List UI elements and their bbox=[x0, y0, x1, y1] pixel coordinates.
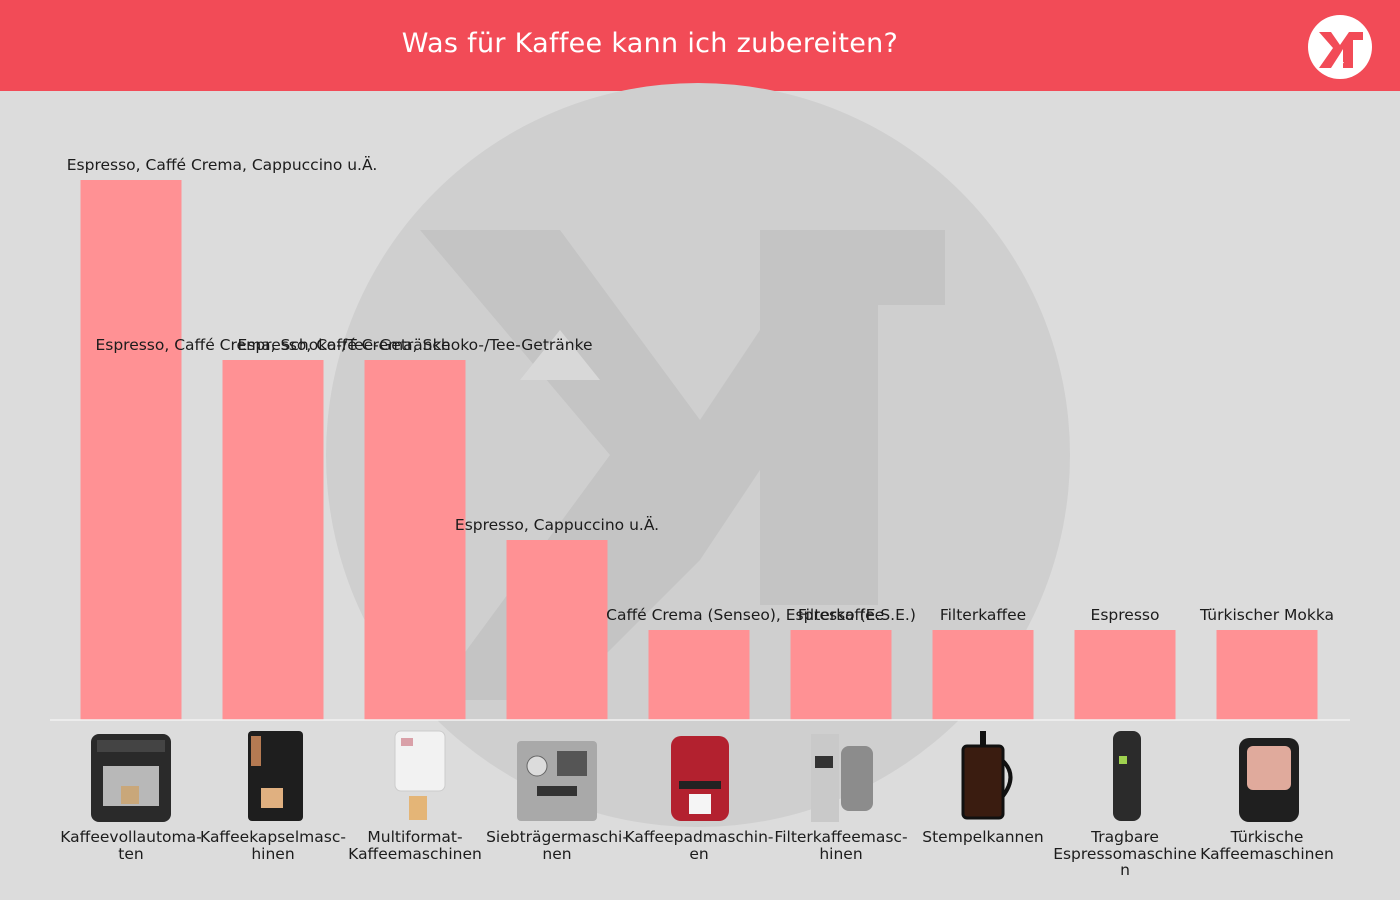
bar-value-label: Filterkaffee bbox=[939, 606, 1027, 624]
product-image bbox=[671, 736, 729, 821]
bar-value-label: Filterkaffee bbox=[797, 606, 885, 624]
xt-logo-icon bbox=[1308, 15, 1372, 79]
bar-value-label: Caffé Crema (Senseo), Espresso (E.S.E.) bbox=[606, 606, 916, 624]
bar-value-label: Espresso bbox=[1090, 606, 1160, 624]
category-label: Multiformat-Kaffeemaschinen bbox=[348, 828, 482, 863]
bar-1 bbox=[80, 180, 182, 720]
product-image bbox=[91, 734, 171, 822]
bar-9 bbox=[1216, 630, 1318, 720]
product-image bbox=[811, 734, 873, 822]
category-label: Kaffeekapselmasc-hinen bbox=[200, 828, 346, 863]
product-image bbox=[394, 730, 446, 820]
product-image bbox=[1239, 738, 1299, 822]
bar-8 bbox=[1074, 630, 1176, 720]
category-label: Tragbare Espressomaschinen bbox=[1053, 828, 1197, 879]
product-image bbox=[961, 731, 1013, 820]
category-label: Filterkaffeemasc-hinen bbox=[774, 828, 908, 863]
category-label: Stempelkannen bbox=[922, 828, 1044, 846]
bar-5 bbox=[648, 630, 750, 720]
bar-7 bbox=[932, 630, 1034, 720]
category-label: Türkische Kaffeemaschinen bbox=[1200, 828, 1334, 863]
bar-value-label: Türkischer Mokka bbox=[1199, 606, 1335, 624]
bar-2 bbox=[222, 360, 324, 720]
product-image bbox=[1113, 731, 1141, 821]
category-label: Kaffeevollautoma-ten bbox=[60, 828, 202, 863]
category-label: Siebträgermaschi-nen bbox=[486, 828, 628, 863]
header-bar: Was für Kaffee kann ich zubereiten? bbox=[0, 0, 1400, 91]
bar-3 bbox=[364, 360, 466, 720]
bar-6 bbox=[790, 630, 892, 720]
bars-group bbox=[80, 180, 1318, 720]
product-image bbox=[248, 731, 303, 821]
category-label: Kaffeepadmaschin-en bbox=[624, 828, 774, 863]
bar-4 bbox=[506, 540, 608, 720]
bar-value-label: Espresso, Caffé Crema, Cappuccino u.Ä. bbox=[66, 156, 378, 174]
bar-value-label: Espresso, Cappuccino u.Ä. bbox=[454, 516, 660, 534]
product-image bbox=[517, 741, 597, 821]
chart-title: Was für Kaffee kann ich zubereiten? bbox=[401, 28, 899, 59]
bar-value-label: Espresso, Caffé Crema, Schoko-/Tee-Geträ… bbox=[95, 336, 451, 354]
bar-value-label: Espresso, Caffé Crema, Schoko-/Tee-Geträ… bbox=[237, 336, 593, 354]
